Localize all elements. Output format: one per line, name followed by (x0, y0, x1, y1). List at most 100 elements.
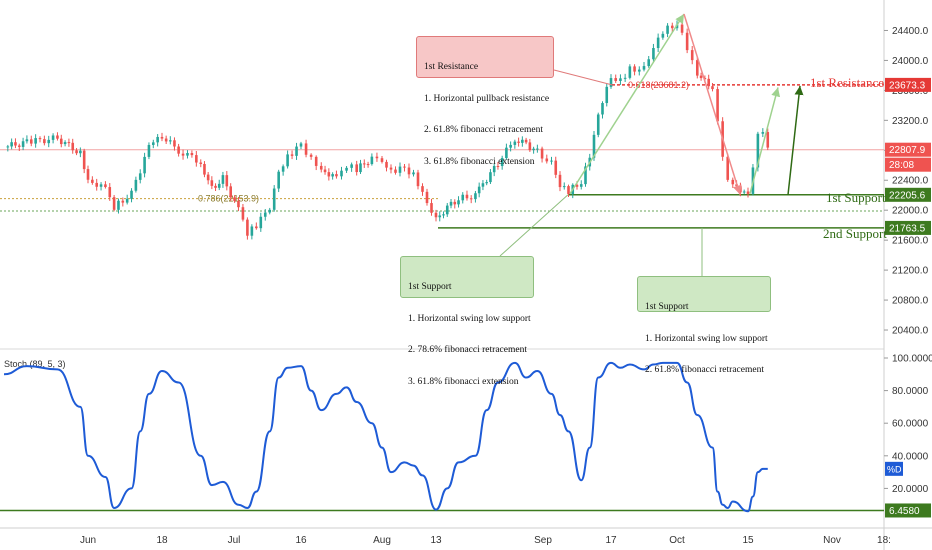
candle-body (43, 139, 46, 144)
support-note-right: 1st Support 1. Horizontal swing low supp… (637, 276, 771, 375)
candle-body (71, 142, 75, 151)
candle-body (56, 135, 59, 139)
candle-body (562, 186, 566, 188)
candle-body (652, 48, 655, 60)
candle-body (434, 212, 438, 218)
stoch-tick-label: 60.0000 (892, 419, 929, 430)
stoch-level-badge (885, 503, 931, 518)
candle-body (169, 140, 172, 142)
candle-body (143, 156, 146, 174)
time-axis[interactable]: Jun 18 Jul 16 Aug 13 Sep 17 Oct 15 Nov 18: (80, 535, 891, 546)
axis-badges: 23673.3 22807.9 28:08 22205.6 21763.5 6.4580%… (885, 77, 931, 518)
candle-body (125, 198, 129, 203)
candle-body (661, 33, 665, 38)
candle-body (327, 172, 331, 177)
candle-body (362, 163, 366, 165)
candle-body (195, 155, 198, 163)
support-note-line: 2. 78.6% fibonacci retracement (408, 345, 527, 355)
candle-body (160, 136, 164, 139)
candle-body (680, 24, 684, 33)
resistance-note-line: 1. Horizontal pullback resistance (424, 93, 550, 104)
candle-body (34, 138, 37, 144)
candle-body (656, 37, 660, 49)
resistance-badge (885, 77, 931, 92)
candle-body (75, 150, 78, 154)
candle-body (295, 146, 298, 156)
candle-body (217, 183, 221, 188)
candle-body (108, 187, 112, 198)
candle-body (340, 170, 343, 177)
time-tick-label: 15 (742, 535, 754, 546)
current-price-badge-text: 22807.9 (889, 145, 926, 156)
candle-body (95, 182, 99, 187)
candle-body (206, 174, 210, 181)
candle-body (79, 150, 82, 154)
time-tick-label: Jul (228, 535, 241, 546)
support-note-left: 1st Support 1. Horizontal swing low supp… (400, 256, 534, 387)
trend-drawings (499, 13, 804, 276)
support1-badge-text: 22205.6 (889, 190, 926, 201)
candle-body (394, 169, 397, 173)
candle-body (500, 158, 504, 167)
candle-body (375, 156, 379, 159)
swing-down-arrow (683, 13, 742, 195)
candle-body (545, 158, 549, 162)
candle-body (707, 78, 710, 87)
candle-body (567, 186, 570, 194)
candle-body (481, 183, 485, 187)
resistance-note-line: 2. 61.8% fibonacci retracement (424, 125, 543, 135)
stochastic-pane: Stoch (89, 5, 3) (0, 359, 884, 513)
candle-body (389, 167, 393, 170)
candle-body (221, 175, 225, 184)
candle-body (259, 216, 263, 229)
current-price-badge (885, 142, 931, 157)
time-tick-label: 18 (156, 535, 168, 546)
time-tick-label: Sep (534, 535, 552, 546)
candle-body (485, 182, 488, 184)
candle-body (521, 139, 524, 143)
candle-body (190, 153, 194, 156)
candle-body (104, 184, 107, 188)
candle-body (430, 203, 433, 213)
candle-body (609, 78, 613, 87)
support-note-line: 2. 61.8% fibonacci retracement (645, 365, 764, 375)
resistance-note: 1st Resistance 1. Horizontal pullback re… (416, 36, 554, 167)
candle-body (746, 191, 750, 194)
candle-body (412, 172, 415, 175)
candle-body (756, 133, 760, 168)
candle-body (173, 140, 176, 147)
candle-body (156, 136, 159, 143)
candle-body (416, 172, 420, 187)
candle-body (442, 214, 445, 216)
candle-body (233, 197, 236, 201)
candle-body (345, 167, 348, 171)
candle-body (690, 50, 694, 61)
candle-body (685, 32, 689, 51)
price-axis[interactable]: 24400.024000.023600.023200.022800.022400… (884, 26, 932, 495)
swing-up-arrow (569, 13, 685, 195)
projection-arrow (749, 87, 781, 194)
support1-line-label: 1st Support (826, 190, 886, 205)
candle-body (633, 66, 636, 72)
candle-body (558, 174, 562, 188)
price-tick-label: 21600.0 (892, 236, 929, 247)
time-tick-label: Jun (80, 535, 96, 546)
candle-body (716, 89, 719, 122)
candle-body (210, 180, 214, 186)
candle-body (309, 154, 313, 157)
candle-body (699, 75, 703, 79)
candle-body (286, 154, 289, 167)
candle-body (14, 142, 17, 146)
price-tick-label: 24400.0 (892, 26, 929, 37)
candle-body (281, 166, 285, 172)
resistance-badge-text: 23673.3 (889, 80, 926, 91)
candle-body (331, 174, 334, 177)
candle-body (517, 141, 520, 143)
candle-body (237, 200, 240, 208)
candle-body (350, 164, 353, 168)
candle-body (29, 139, 33, 144)
candle-body (513, 141, 517, 145)
candle-body (241, 207, 245, 220)
support-note-left-connector (499, 194, 569, 257)
